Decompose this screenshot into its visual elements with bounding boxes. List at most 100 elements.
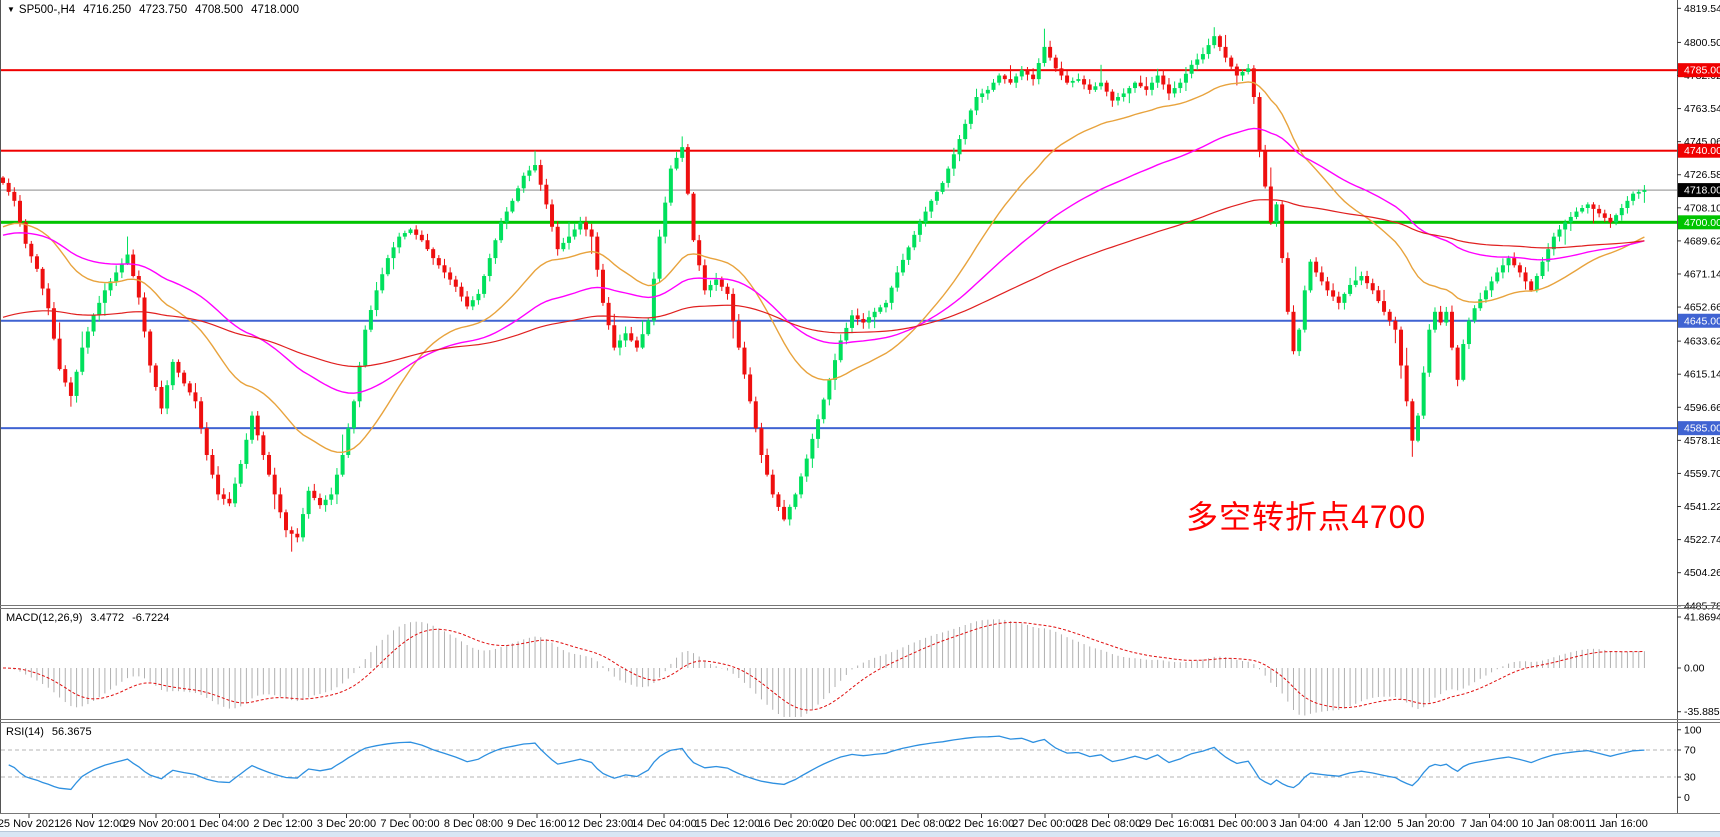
candle-up bbox=[985, 89, 990, 94]
candle-up bbox=[1461, 344, 1466, 380]
time-axis-label: 4 Jan 12:00 bbox=[1334, 818, 1392, 830]
candle-up bbox=[476, 293, 481, 301]
candle-up bbox=[1121, 93, 1126, 98]
rsi-line bbox=[8, 735, 1645, 791]
candle-down bbox=[759, 428, 764, 456]
time-axis-label: 25 Nov 2021 bbox=[0, 818, 60, 830]
candle-down bbox=[425, 240, 430, 250]
candle-down bbox=[697, 240, 702, 266]
candle-down bbox=[187, 383, 192, 393]
price-level-line[interactable] bbox=[1, 149, 1677, 152]
ma-slow-red[interactable] bbox=[2, 199, 1645, 368]
candle-up bbox=[521, 175, 526, 189]
price-axis-label: 4671.140 bbox=[1684, 268, 1720, 280]
candle-down bbox=[51, 308, 56, 339]
candle-down bbox=[1382, 301, 1387, 312]
price-axis-label: 4819.540 bbox=[1684, 3, 1720, 15]
candle-down bbox=[1336, 296, 1341, 303]
ma-medium-magenta[interactable] bbox=[2, 127, 1645, 394]
candle-down bbox=[600, 269, 605, 303]
price-axis-label: 4504.260 bbox=[1684, 567, 1720, 579]
macd-axis-label: 41.8694 bbox=[1684, 612, 1720, 624]
candle-down bbox=[1387, 311, 1392, 321]
time-axis-label: 28 Dec 08:00 bbox=[1076, 818, 1141, 830]
candle-down bbox=[1166, 84, 1171, 94]
moving-averages bbox=[2, 81, 1645, 454]
candle-down bbox=[1144, 86, 1149, 90]
macd-pane[interactable]: 41.8694 0.00 -35.8856 bbox=[2, 612, 1720, 719]
candle-up bbox=[334, 474, 339, 495]
candle-down bbox=[136, 276, 141, 298]
candle-up bbox=[1563, 222, 1568, 230]
candle-down bbox=[1048, 46, 1053, 58]
candle-down bbox=[261, 435, 266, 456]
collapse-arrow-icon[interactable]: ▼ bbox=[7, 5, 15, 14]
candle-up bbox=[787, 506, 792, 520]
candle-up bbox=[663, 202, 668, 237]
candle-down bbox=[1087, 84, 1092, 90]
candle-down bbox=[255, 415, 260, 436]
candle-up bbox=[997, 75, 1002, 83]
candle-down bbox=[544, 184, 549, 205]
time-axis-label: 29 Nov 20:00 bbox=[123, 818, 188, 830]
price-axis-label: 4800.500 bbox=[1684, 37, 1720, 49]
rsi-pane[interactable]: 100 70 30 0 bbox=[1, 724, 1702, 804]
candle-down bbox=[453, 279, 458, 287]
candle-up bbox=[482, 276, 487, 294]
price-level-line[interactable] bbox=[1, 319, 1677, 322]
candle-down bbox=[278, 494, 283, 513]
current-price-line bbox=[1, 189, 1677, 191]
candle-up bbox=[878, 307, 883, 312]
candle-down bbox=[459, 286, 464, 297]
candle-up bbox=[329, 494, 334, 500]
price-level-line[interactable] bbox=[1, 427, 1677, 430]
time-axis-label: 21 Dec 08:00 bbox=[885, 818, 950, 830]
price-level-line[interactable] bbox=[1, 220, 1677, 224]
price-tag-value: 4718.000 bbox=[1684, 185, 1720, 197]
price-tag bbox=[1678, 63, 1720, 78]
time-axis-label: 9 Dec 16:00 bbox=[507, 818, 566, 830]
candle-down bbox=[1455, 347, 1460, 380]
candle-up bbox=[889, 287, 894, 303]
open-value: 4716.250 bbox=[83, 4, 132, 16]
rsi-name: RSI(14) bbox=[6, 726, 44, 738]
candle-up bbox=[1483, 290, 1488, 300]
candle-up bbox=[108, 281, 113, 291]
time-axis-label: 2 Dec 12:00 bbox=[253, 818, 312, 830]
ma-fast-orange[interactable] bbox=[2, 81, 1645, 454]
candle-down bbox=[1410, 401, 1415, 441]
candle-up bbox=[499, 222, 504, 241]
candle-up bbox=[125, 254, 130, 264]
candle-down bbox=[227, 498, 232, 504]
candle-up bbox=[980, 93, 985, 98]
low-value: 4708.500 bbox=[195, 4, 244, 16]
candle-up bbox=[1240, 71, 1245, 76]
time-axis-label: 3 Dec 20:00 bbox=[317, 818, 376, 830]
candle-down bbox=[1229, 57, 1234, 67]
candle-up bbox=[1212, 36, 1217, 46]
rsi-axis-label: 30 bbox=[1684, 772, 1696, 784]
candle-down bbox=[1404, 365, 1409, 402]
candle-up bbox=[957, 139, 962, 155]
price-axis-label: 4522.740 bbox=[1684, 534, 1720, 546]
candle-up bbox=[1195, 59, 1200, 65]
candle-up bbox=[493, 240, 498, 259]
candle-up bbox=[1246, 68, 1251, 72]
candle-up bbox=[912, 234, 917, 248]
candle-down bbox=[1399, 329, 1404, 366]
price-axis: 4819.5404800.5004782.0204763.5404745.060… bbox=[0, 0, 1720, 813]
candle-down bbox=[725, 286, 730, 294]
candle-down bbox=[442, 265, 447, 273]
candle-down bbox=[12, 191, 17, 201]
candle-down bbox=[629, 333, 634, 341]
price-level-line[interactable] bbox=[1, 69, 1677, 72]
candle-down bbox=[1591, 204, 1596, 209]
time-axis-label: 3 Jan 04:00 bbox=[1270, 818, 1328, 830]
candle-up bbox=[1183, 73, 1188, 83]
rsi-value: 56.3675 bbox=[51, 726, 92, 738]
candle-up bbox=[527, 170, 532, 176]
candle-up bbox=[504, 211, 509, 223]
